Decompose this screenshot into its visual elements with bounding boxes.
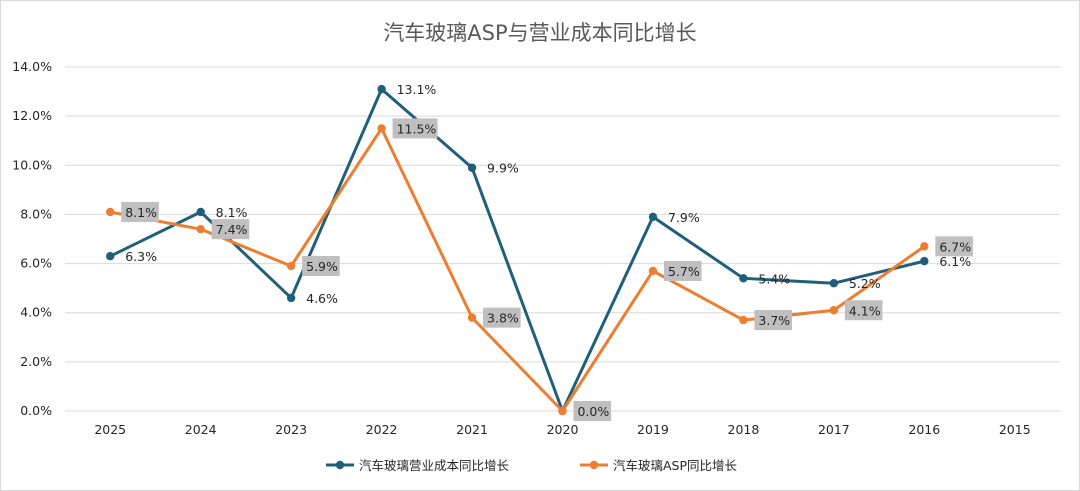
data-label-asp: 3.8% <box>487 311 519 326</box>
data-label-cost: 6.1% <box>939 254 971 269</box>
data-label-cost: 5.2% <box>849 276 881 291</box>
x-tick-label: 2022 <box>366 422 398 437</box>
y-tick-label: 4.0% <box>20 305 52 320</box>
series-2-point <box>920 242 929 251</box>
legend-swatch-marker <box>335 460 345 470</box>
series-1-point <box>648 212 658 222</box>
series-1-point <box>377 84 386 94</box>
label-layer: 6.3% 8.1% 4.6% 13.1% 9.9% 7.9% 5.4% 5.2% 6.1% 8.1… <box>121 82 973 421</box>
series-1-point <box>196 207 205 217</box>
x-tick-label: 2023 <box>275 422 307 437</box>
x-tick-label: 2015 <box>999 422 1031 437</box>
series-1-point <box>106 252 115 261</box>
data-label-cost: 6.3% <box>125 249 157 264</box>
legend-swatch-marker <box>589 460 599 470</box>
series-2-point <box>648 266 658 276</box>
series-1-point <box>467 163 477 172</box>
series-2-point <box>739 315 748 325</box>
data-label-asp: 3.7% <box>758 313 790 328</box>
data-label-asp: 5.9% <box>306 259 338 274</box>
data-label-box <box>483 307 521 328</box>
legend-label-1: 汽车玻璃营业成本同比增长 <box>359 458 510 473</box>
legend-label-2: 汽车玻璃ASP同比增长 <box>613 458 738 473</box>
x-tick-label: 2024 <box>185 422 217 437</box>
y-tick-label: 6.0% <box>20 256 52 271</box>
series-2-point <box>106 207 115 217</box>
series-1-point <box>920 256 929 266</box>
data-label-asp: 7.4% <box>216 222 248 237</box>
data-label-cost: 13.1% <box>397 82 437 97</box>
series-2-point <box>467 313 477 322</box>
data-label-asp: 5.7% <box>668 264 700 279</box>
x-tick-label: 2018 <box>728 422 760 437</box>
x-tick-label: 2016 <box>908 422 940 437</box>
y-tick-label: 14.0% <box>12 59 52 74</box>
data-label-box <box>211 219 250 240</box>
data-label-box <box>121 201 159 222</box>
series-1-point <box>286 293 296 303</box>
data-label-asp: 4.1% <box>849 303 881 318</box>
y-tick-label: 2.0% <box>20 354 52 369</box>
x-tick-label: 2025 <box>94 422 126 437</box>
axis-layer: 0.0% 2.0% 4.0% 6.0% 8.0% 10.0% 12.0% 14.0% 2025 2… <box>12 59 1030 437</box>
data-label-box <box>754 310 793 331</box>
grid-layer <box>65 66 1060 412</box>
series-1-point <box>739 274 748 283</box>
series-layer <box>106 84 929 416</box>
data-label-box <box>844 300 883 321</box>
series-2-point <box>286 261 296 271</box>
data-label-asp: 0.0% <box>578 404 610 419</box>
data-label-box <box>935 236 973 257</box>
chart-title: 汽车玻璃ASP与营业成本同比增长 <box>383 21 696 45</box>
x-tick-label: 2020 <box>547 422 579 437</box>
series-1-point <box>829 279 839 288</box>
series-2-point <box>829 306 839 315</box>
x-tick-label: 2019 <box>637 422 669 437</box>
y-tick-label: 8.0% <box>20 206 52 221</box>
data-label-asp: 6.7% <box>939 239 971 254</box>
data-label-box <box>392 118 438 139</box>
series-2-point <box>377 124 386 133</box>
data-label-box <box>663 260 702 281</box>
x-tick-label: 2017 <box>818 422 850 437</box>
data-label-cost: 7.9% <box>668 210 700 225</box>
legend: 汽车玻璃营业成本同比增长 汽车玻璃ASP同比增长 <box>326 458 738 473</box>
data-label-cost: 8.1% <box>216 205 248 220</box>
series-line-1 <box>108 87 926 413</box>
x-tick-label: 2021 <box>456 422 488 437</box>
data-label-cost: 9.9% <box>487 161 519 176</box>
data-label-box <box>302 256 340 277</box>
y-tick-label: 12.0% <box>12 108 52 123</box>
data-label-box <box>573 401 612 421</box>
series-2-point <box>558 406 567 416</box>
y-tick-label: 0.0% <box>20 403 52 418</box>
data-label-cost: 4.6% <box>306 291 338 306</box>
data-label-cost: 5.4% <box>758 271 790 286</box>
data-label-asp: 11.5% <box>397 121 437 136</box>
y-tick-label: 10.0% <box>12 157 52 172</box>
data-label-asp: 8.1% <box>125 205 157 220</box>
series-2-point <box>196 224 205 234</box>
